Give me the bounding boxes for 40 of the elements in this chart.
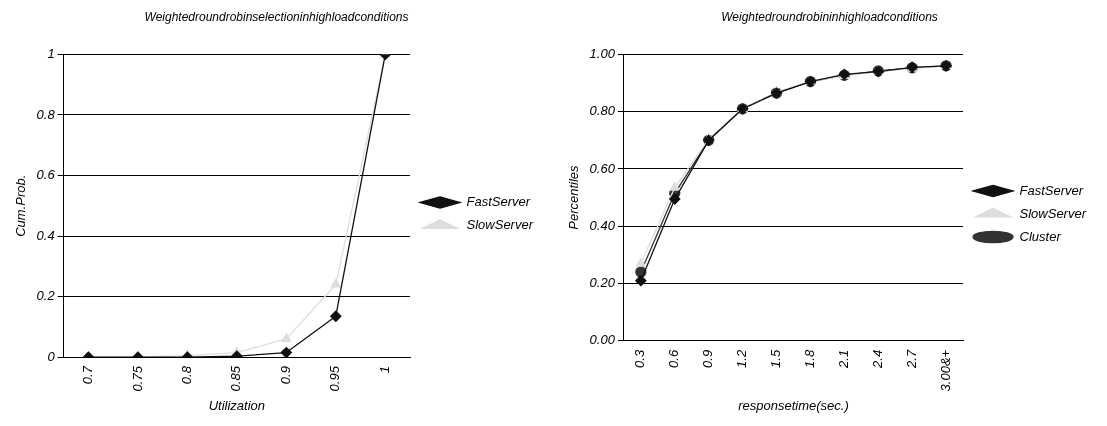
y-tick-label: 1.00: [589, 46, 616, 62]
y-tick-label: 0.00: [589, 332, 616, 348]
x-tick-label: 0.7: [80, 365, 96, 385]
x-tick-label: 0.6: [666, 349, 682, 368]
legend-label: Cluster: [1019, 228, 1062, 244]
x-tick-label: 3.00&+: [937, 349, 953, 392]
x-tick-label: 0.85: [228, 365, 244, 392]
legend-label: SlowServer: [466, 217, 534, 233]
y-tick-label: 0.4: [36, 227, 55, 243]
chart-title: Weightedroundrobinselectioninhighloadconditions: [144, 9, 409, 24]
y-tick-label: 0.6: [36, 167, 56, 183]
x-tick-label: 1: [376, 366, 392, 374]
x-tick-label: 0.9: [700, 349, 716, 368]
y-tick-label: 0.40: [589, 217, 616, 233]
x-tick-label: 0.9: [277, 366, 293, 385]
x-tick-label: 2.7: [903, 349, 919, 369]
x-axis-title: responsetime(sec.): [738, 397, 849, 413]
y-tick-label: 1: [47, 46, 55, 62]
legend-label: FastServer: [1019, 182, 1084, 198]
x-tick-label: 1.5: [768, 349, 784, 368]
x-tick-label: 0.95: [327, 365, 343, 392]
y-tick-label: 0: [47, 348, 56, 364]
x-tick-label: 0.75: [129, 365, 145, 392]
y-tick-label: 0.20: [589, 275, 616, 291]
x-tick-label: 1.8: [802, 349, 818, 368]
x-tick-label: 2.1: [835, 349, 851, 369]
chart-title: Weightedroundrobininhighloadconditions: [721, 9, 938, 24]
y-axis-title: Cum.Prob.: [13, 174, 29, 237]
y-axis-title: Percentiles: [566, 164, 582, 230]
y-tick-label: 0.2: [36, 288, 56, 304]
x-axis-title: Utilization: [208, 397, 266, 413]
x-tick-label: 0.3: [632, 349, 648, 368]
legend-label: SlowServer: [1019, 205, 1087, 221]
legend-label: FastServer: [466, 194, 531, 210]
x-tick-label: 1.2: [734, 349, 750, 368]
x-tick-label: 0.8: [178, 365, 194, 385]
x-tick-label: 2.4: [869, 349, 885, 369]
y-tick-label: 0.8: [36, 106, 56, 122]
y-tick-label: 0.60: [589, 160, 616, 176]
y-tick-label: 0.80: [589, 103, 616, 119]
